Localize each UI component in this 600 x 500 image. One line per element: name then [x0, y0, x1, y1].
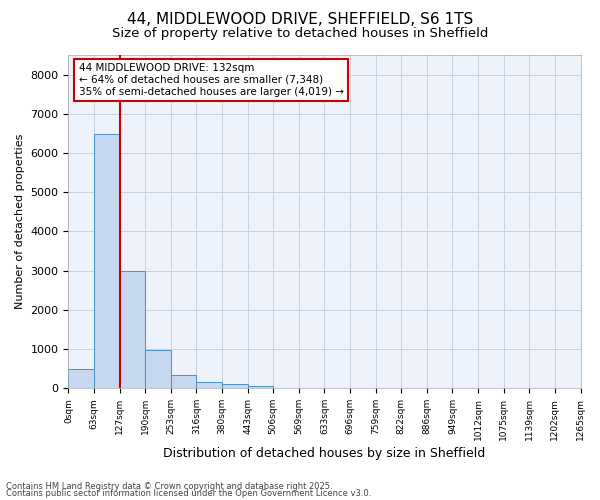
Bar: [196, 382, 222, 388]
Text: 44 MIDDLEWOOD DRIVE: 132sqm
← 64% of detached houses are smaller (7,348)
35% of : 44 MIDDLEWOOD DRIVE: 132sqm ← 64% of det…: [79, 64, 344, 96]
Bar: [222, 384, 248, 388]
Bar: [119, 272, 145, 388]
Text: Contains public sector information licensed under the Open Government Licence v3: Contains public sector information licen…: [6, 489, 371, 498]
Bar: [68, 368, 94, 388]
Bar: [171, 375, 196, 388]
Text: 44, MIDDLEWOOD DRIVE, SHEFFIELD, S6 1TS: 44, MIDDLEWOOD DRIVE, SHEFFIELD, S6 1TS: [127, 12, 473, 28]
Text: Size of property relative to detached houses in Sheffield: Size of property relative to detached ho…: [112, 28, 488, 40]
Bar: [248, 386, 273, 388]
X-axis label: Distribution of detached houses by size in Sheffield: Distribution of detached houses by size …: [163, 447, 485, 460]
Bar: [145, 350, 171, 388]
Text: Contains HM Land Registry data © Crown copyright and database right 2025.: Contains HM Land Registry data © Crown c…: [6, 482, 332, 491]
Y-axis label: Number of detached properties: Number of detached properties: [15, 134, 25, 310]
Bar: [94, 134, 119, 388]
